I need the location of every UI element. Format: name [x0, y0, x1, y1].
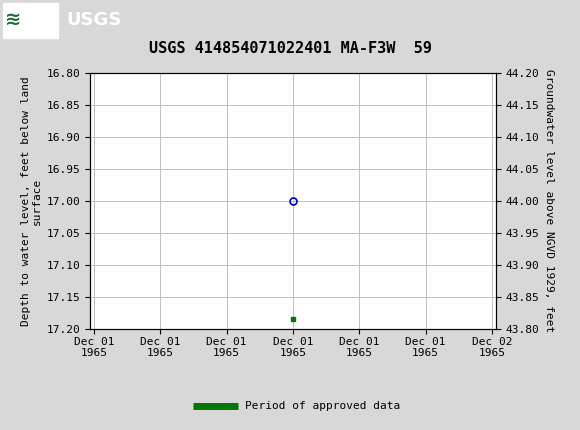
Text: ≋: ≋ [5, 10, 21, 29]
Text: USGS: USGS [67, 12, 122, 29]
Bar [3, 3, 58, 37]
Y-axis label: Groundwater level above NGVD 1929, feet: Groundwater level above NGVD 1929, feet [543, 69, 553, 333]
Y-axis label: Depth to water level, feet below land
surface: Depth to water level, feet below land su… [21, 76, 42, 326]
Text: Period of approved data: Period of approved data [245, 401, 400, 412]
Text: USGS 414854071022401 MA-F3W  59: USGS 414854071022401 MA-F3W 59 [148, 41, 432, 56]
